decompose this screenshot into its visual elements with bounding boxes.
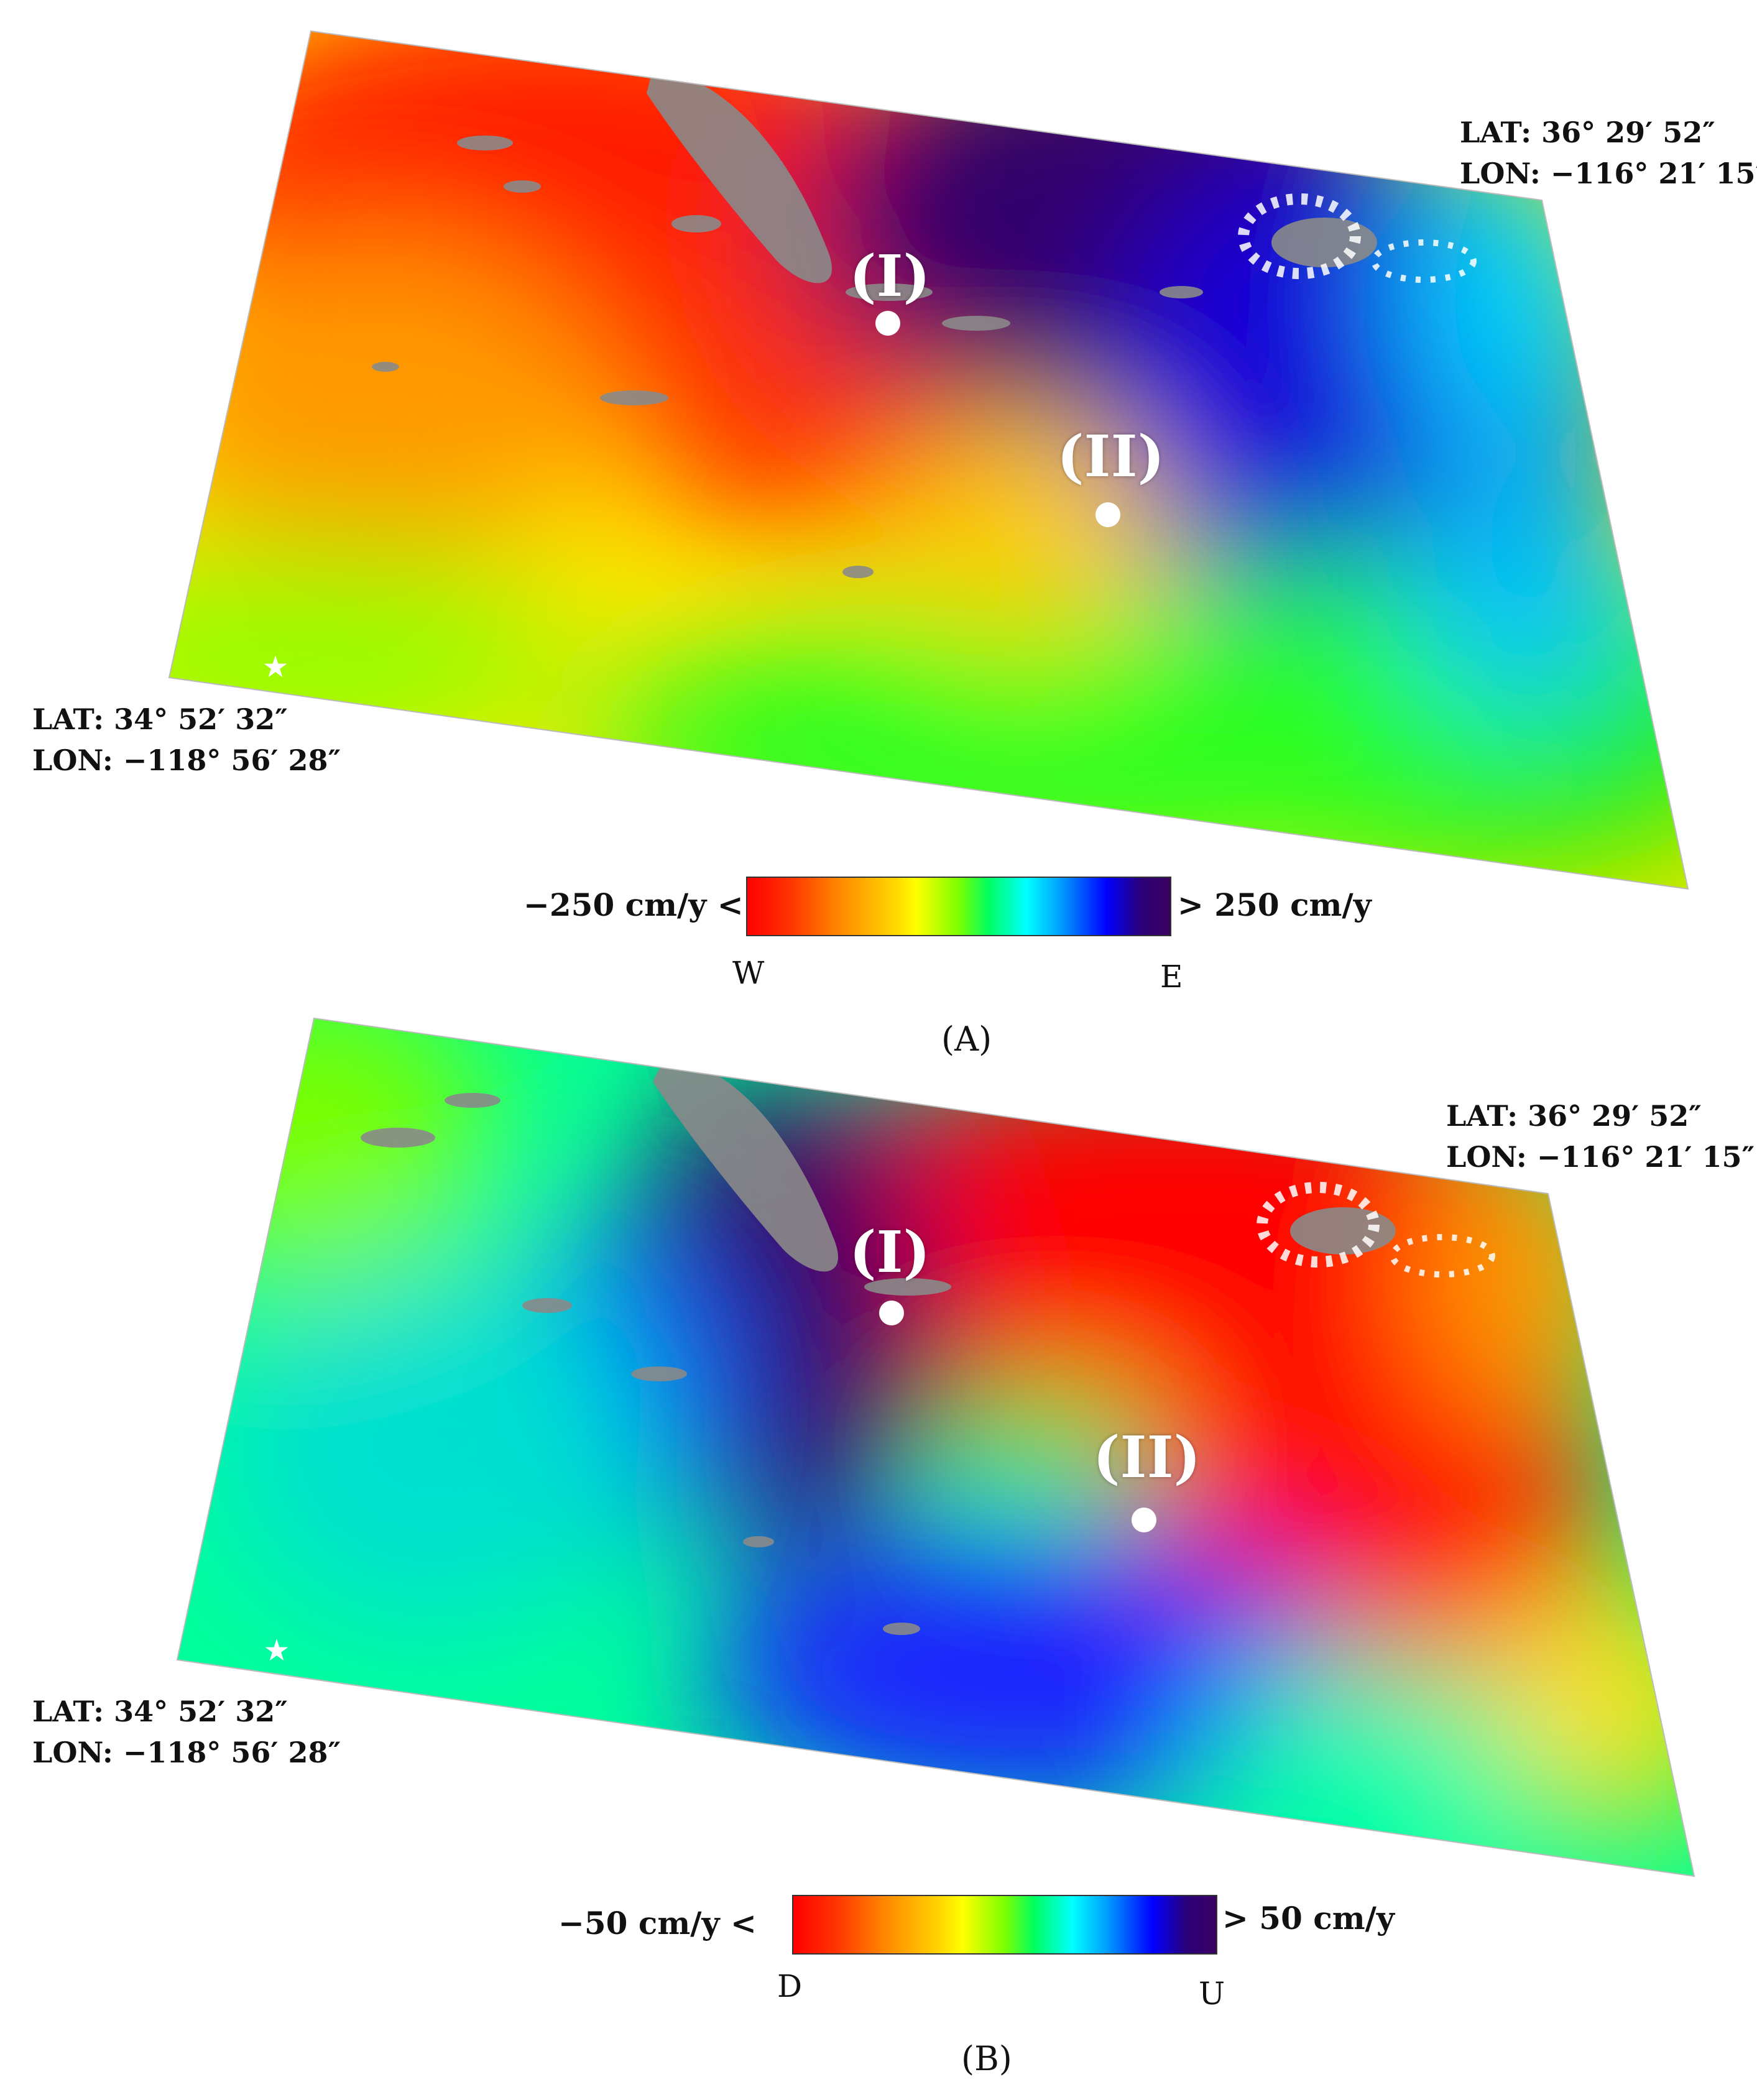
corner-ne-lat-b: LAT: 36° 29′ 52″: [1446, 1099, 1702, 1133]
corner-ne-lat-a: LAT: 36° 29′ 52″: [1460, 116, 1715, 149]
corner-ne-coordinates-a: LAT: 36° 29′ 52″ LON: −116° 21′ 15″: [1460, 112, 1757, 194]
corner-sw-coordinates-b: LAT: 34° 52′ 32″ LON: −118° 56′ 28″: [32, 1691, 341, 1773]
colorbar-right-end-b: U: [1199, 1976, 1225, 2012]
star-icon: ★: [262, 650, 289, 684]
corner-sw-lat-b: LAT: 34° 52′ 32″: [32, 1695, 288, 1728]
site-label-i-b: (I): [849, 1218, 931, 1286]
site-marker-i-a: [875, 311, 900, 336]
colorbar-left-end-a: W: [732, 955, 765, 991]
colorbar-left-end-b: D: [777, 1968, 803, 2004]
no-data-mask-a: [372, 68, 1377, 578]
corner-ne-coordinates-b: LAT: 36° 29′ 52″ LON: −116° 21′ 15″: [1446, 1095, 1755, 1177]
panel-b-up-down: LAT: 36° 29′ 52″ LON: −116° 21′ 15″ LAT:…: [0, 1013, 1757, 2100]
colorbar-max-label-b: > 50 cm/y: [1222, 1900, 1395, 1937]
map-a: [168, 30, 1689, 890]
colorbar-min-label-b: −50 cm/y <: [558, 1905, 757, 1941]
panel-caption-b: (B): [961, 2039, 1012, 2078]
corner-sw-coordinates-a: LAT: 34° 52′ 32″ LON: −118° 56′ 28″: [32, 699, 341, 781]
panel-a-east-west: LAT: 36° 29′ 52″ LON: −116° 21′ 15″ LAT:…: [32, 30, 1757, 1059]
site-label-ii-a: (II): [1057, 423, 1165, 490]
colorbar-right-end-a: E: [1160, 959, 1183, 995]
colorbar-min-label-a: −250 cm/y <: [523, 887, 744, 923]
panel-caption-a: (A): [941, 1020, 992, 1059]
corner-sw-lon-b: LON: −118° 56′ 28″: [32, 1736, 341, 1769]
corner-ne-lon-b: LON: −116° 21′ 15″: [1446, 1140, 1755, 1174]
site-label-ii-b: (II): [1093, 1424, 1201, 1491]
corner-ne-lon-a: LON: −116° 21′ 15″: [1460, 157, 1757, 190]
corner-sw-lon-a: LON: −118° 56′ 28″: [32, 744, 341, 777]
site-label-i-a: (I): [849, 242, 931, 310]
colorbar-a: [746, 877, 1171, 936]
site-marker-ii-b: [1132, 1508, 1156, 1532]
colorbar-b: [792, 1895, 1217, 1955]
star-icon: ★: [263, 1633, 290, 1668]
site-marker-i-b: [879, 1301, 904, 1325]
map-b: [176, 1017, 1695, 1877]
colorbar-max-label-a: > 250 cm/y: [1178, 887, 1372, 923]
site-marker-ii-a: [1095, 502, 1120, 527]
corner-sw-lat-a: LAT: 34° 52′ 32″: [32, 702, 288, 736]
